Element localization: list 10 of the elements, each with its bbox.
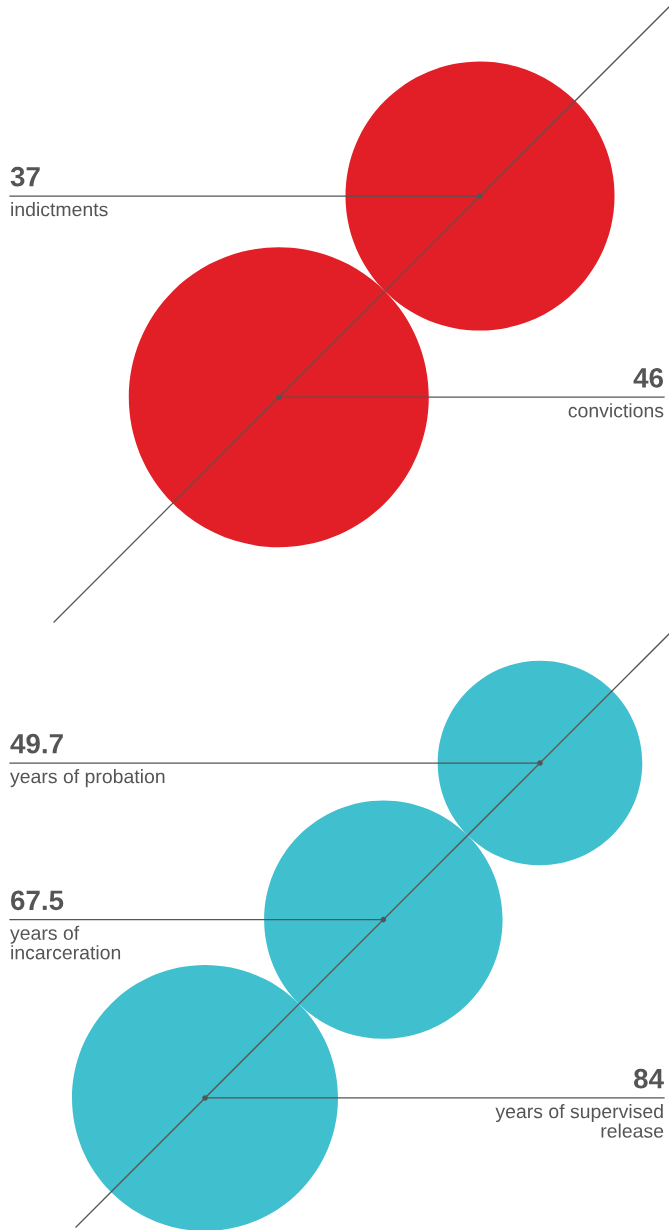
data-label: 84 bbox=[633, 1068, 664, 1089]
category-label: years of probation bbox=[10, 769, 165, 788]
data-label: 67.5 bbox=[11, 890, 64, 911]
category-label: years of supervised release bbox=[495, 1103, 664, 1138]
category-label: indictments bbox=[11, 202, 108, 217]
category-label: convictions bbox=[568, 403, 664, 418]
data-label: 37 bbox=[10, 166, 40, 187]
data-label: 46 bbox=[633, 368, 663, 388]
category-label: years of incarceration bbox=[10, 925, 121, 960]
data-label: 49.7 bbox=[10, 733, 63, 754]
